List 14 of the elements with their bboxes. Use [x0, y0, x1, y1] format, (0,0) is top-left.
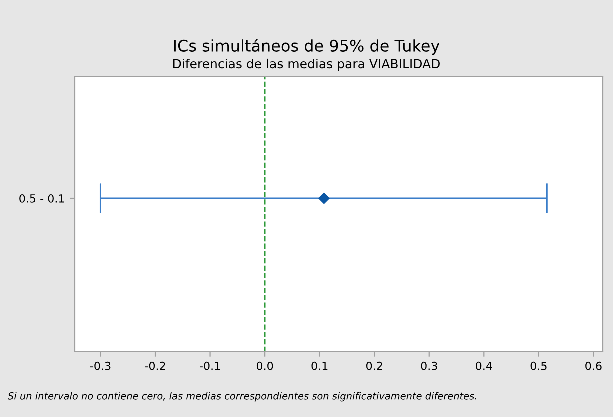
chart-title: ICs simultáneos de 95% de Tukey — [174, 38, 440, 56]
text: Si un intervalo no contiene cero, las medias correspondientes son significativamente diferentes. — [8, 392, 476, 402]
x-tick-label: 0.3 — [421, 362, 438, 370]
x-tick-label: 0.2 — [366, 362, 382, 370]
x-tick-label: 0.4 — [476, 362, 492, 370]
chart-subtitle: Diferencias de las medias para VIABILIDAD — [174, 58, 440, 72]
x-tick-label: 0.1 — [312, 362, 328, 370]
x-tick-label: -0.1 — [200, 362, 220, 370]
x-tick-label: 0.5 — [530, 362, 547, 370]
x-tick-label: 0.6 — [586, 362, 602, 370]
x-tick-label: 0.0 — [256, 362, 274, 370]
x-tick-label: -0.3 — [90, 362, 111, 370]
y-tick-label: 0.5 - 0.1 — [20, 194, 64, 203]
x-tick-label: -0.2 — [145, 362, 166, 370]
